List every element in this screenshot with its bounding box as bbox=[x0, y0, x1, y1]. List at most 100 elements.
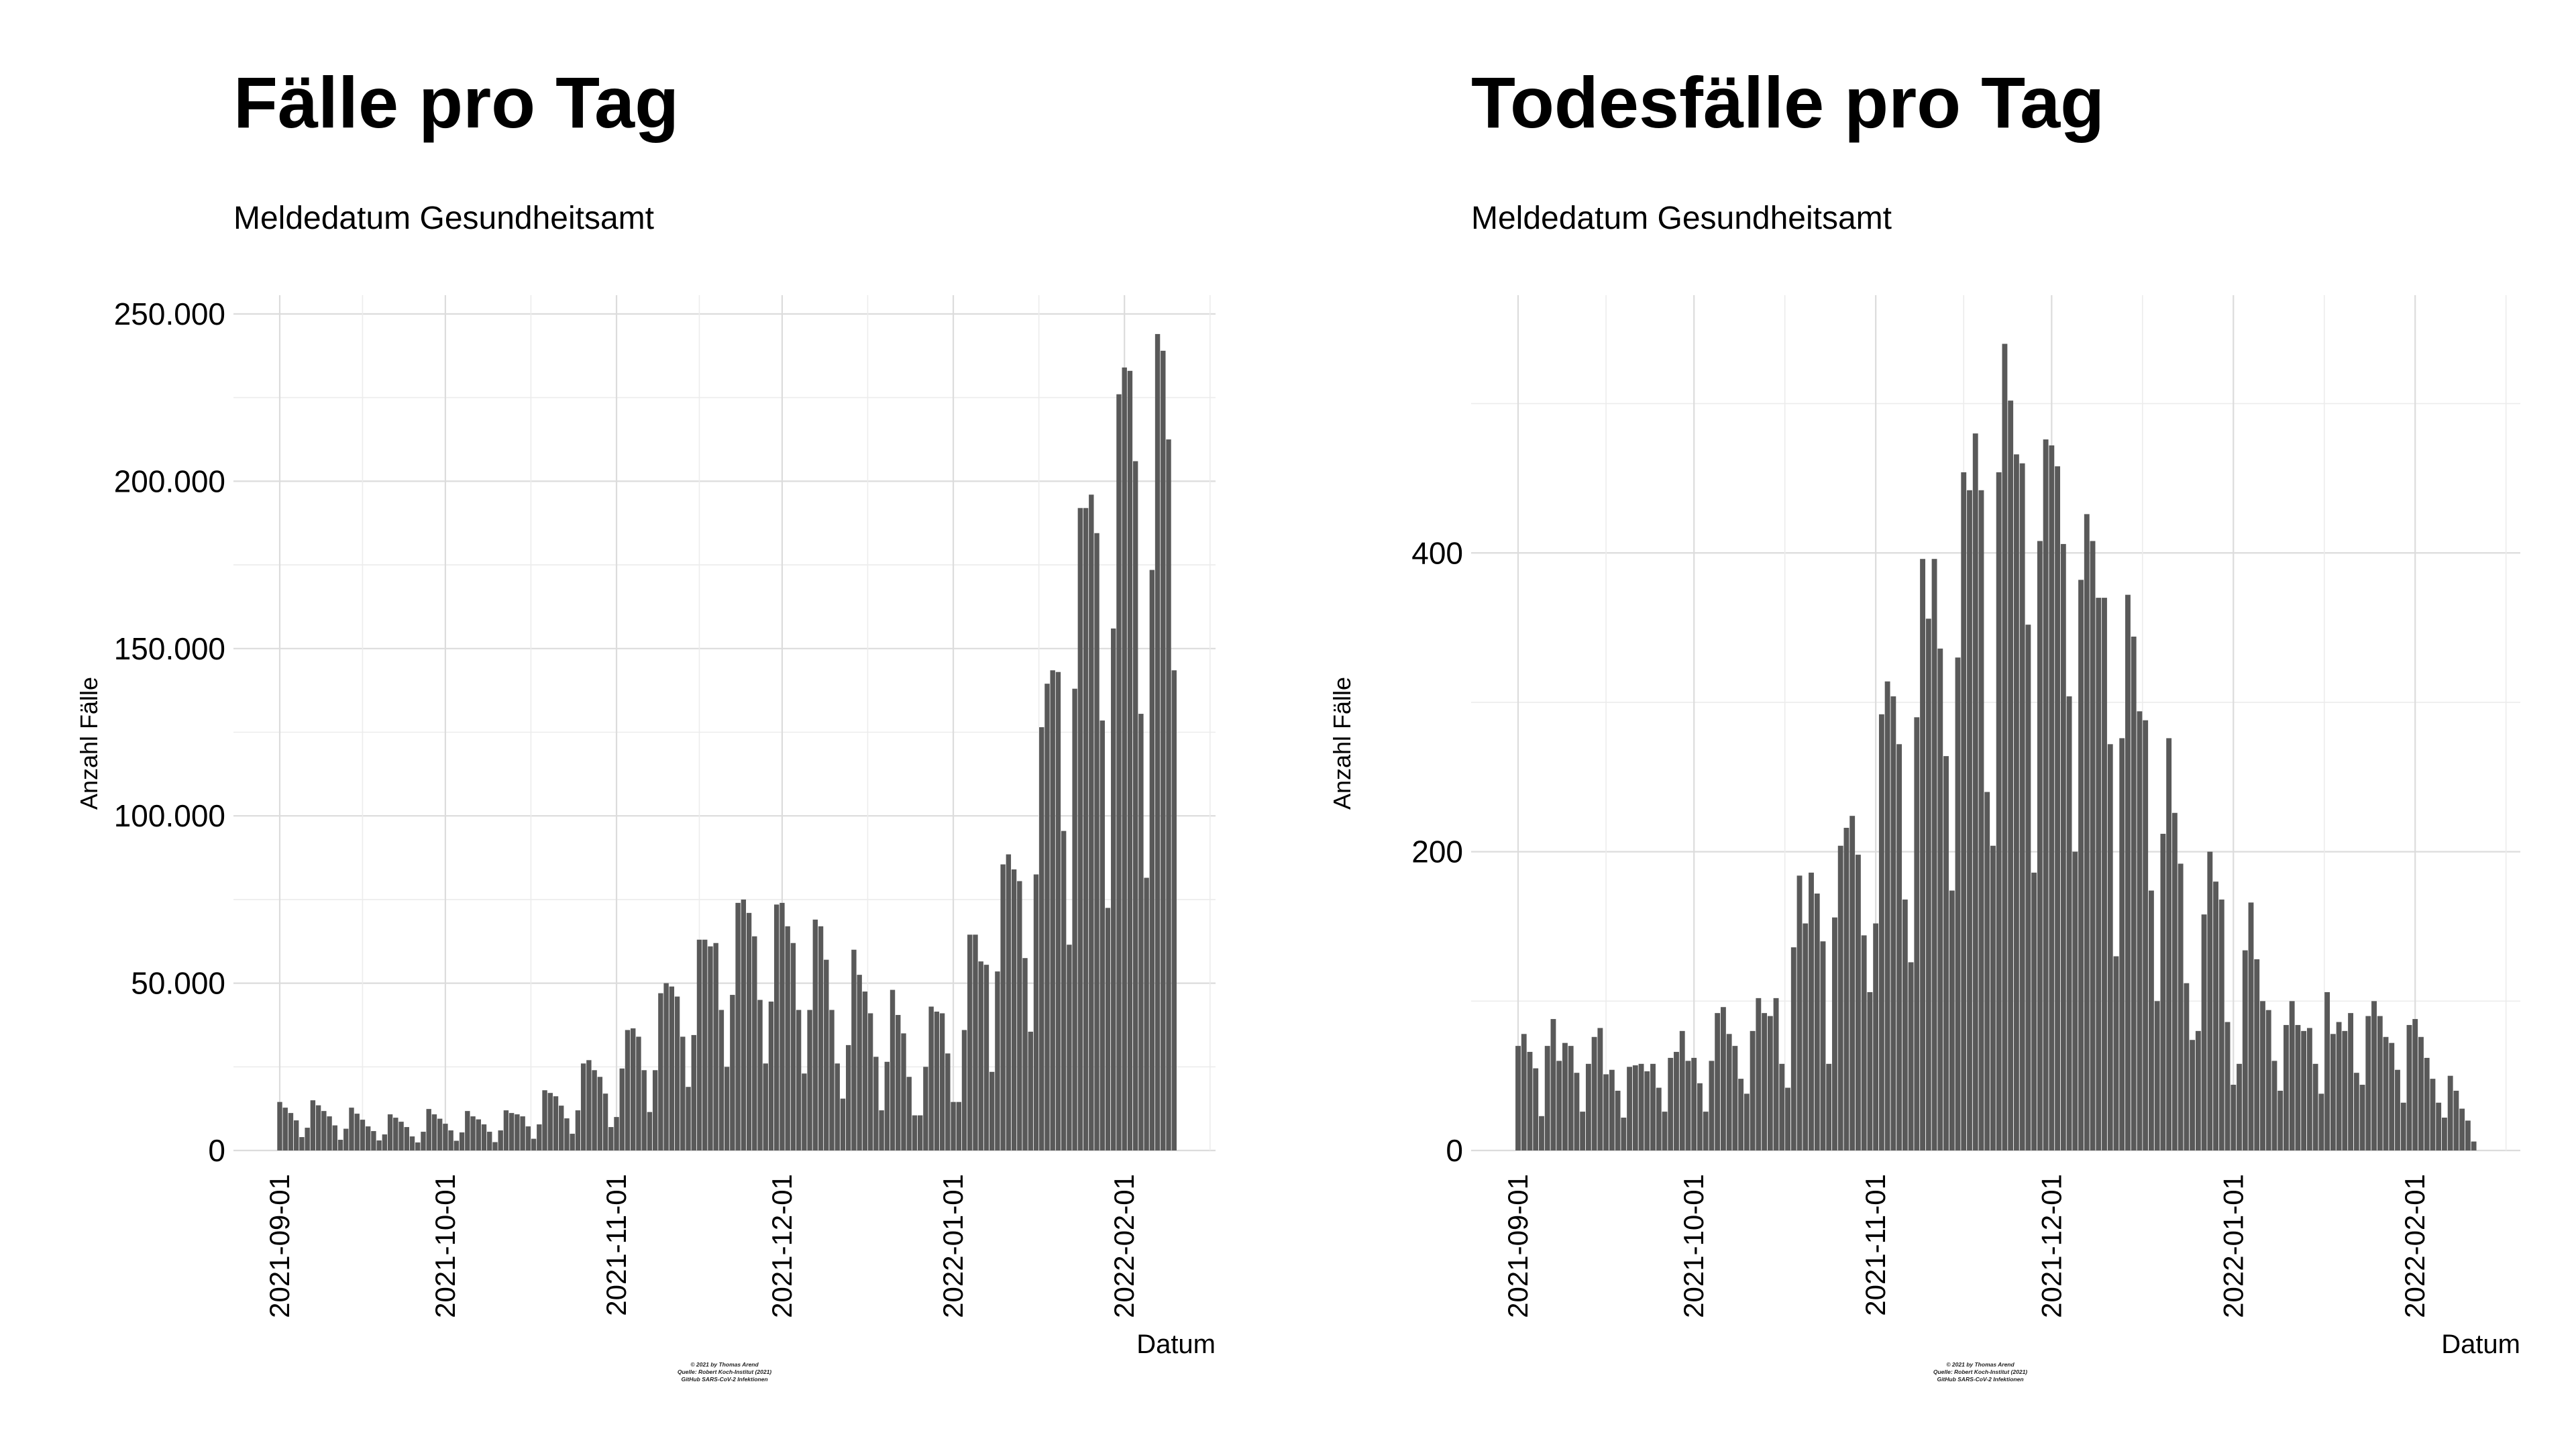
bar bbox=[857, 975, 862, 1150]
bar bbox=[835, 1063, 840, 1150]
bar bbox=[619, 1068, 625, 1150]
bar bbox=[884, 1061, 890, 1150]
bar bbox=[2195, 1030, 2201, 1150]
bar bbox=[978, 961, 983, 1150]
bar bbox=[1703, 1112, 1709, 1150]
bar bbox=[2289, 1001, 2295, 1150]
bar bbox=[2125, 594, 2131, 1150]
bar bbox=[580, 1063, 586, 1150]
bar bbox=[995, 971, 1000, 1150]
bar bbox=[1609, 1069, 1615, 1150]
bar bbox=[2436, 1102, 2442, 1150]
bar bbox=[2342, 1030, 2348, 1150]
bar bbox=[1650, 1063, 1656, 1150]
bar bbox=[2096, 598, 2102, 1150]
bar bbox=[371, 1131, 376, 1150]
bar bbox=[1574, 1073, 1580, 1150]
bar bbox=[713, 943, 718, 1150]
x-tick-label: 2022-02-01 bbox=[1108, 1174, 1140, 1318]
bar bbox=[840, 1098, 846, 1150]
bar bbox=[1896, 744, 1902, 1150]
bar bbox=[896, 1014, 901, 1150]
bar bbox=[2224, 1022, 2231, 1150]
bar bbox=[299, 1137, 305, 1150]
chart-title: Fälle pro Tag bbox=[233, 62, 680, 143]
bar bbox=[1171, 670, 1177, 1150]
bar bbox=[934, 1011, 940, 1150]
bar bbox=[873, 1057, 879, 1150]
bar bbox=[2154, 1001, 2160, 1150]
bar bbox=[973, 934, 978, 1150]
bar bbox=[631, 1028, 636, 1150]
bar bbox=[2254, 959, 2260, 1150]
bar bbox=[2131, 636, 2137, 1150]
bar bbox=[1033, 874, 1039, 1150]
bar bbox=[443, 1124, 448, 1150]
bar bbox=[2037, 541, 2043, 1150]
bar bbox=[2324, 991, 2330, 1150]
cases-chart: 0 50.000 100.000 150.000 200.000 250.000 2021-… bbox=[75, 295, 1216, 1359]
bar bbox=[2377, 1016, 2383, 1150]
bar bbox=[1685, 1061, 1691, 1150]
bar bbox=[1726, 1034, 1732, 1150]
bar bbox=[2143, 720, 2149, 1150]
bar bbox=[807, 1010, 812, 1150]
bar bbox=[2389, 1042, 2395, 1150]
bar bbox=[680, 1036, 686, 1150]
bar bbox=[1072, 688, 1077, 1150]
bar bbox=[2066, 696, 2072, 1150]
bar bbox=[2359, 1085, 2365, 1150]
bar bbox=[1978, 490, 1984, 1150]
bar bbox=[459, 1132, 465, 1150]
bar bbox=[890, 989, 896, 1150]
bar bbox=[1779, 1063, 1785, 1150]
bar bbox=[829, 1010, 835, 1150]
bar bbox=[2412, 1019, 2418, 1150]
bar bbox=[1521, 1034, 1527, 1150]
bar bbox=[2019, 463, 2025, 1150]
bar bbox=[421, 1132, 426, 1150]
bar bbox=[1039, 727, 1044, 1150]
bar bbox=[1656, 1087, 1662, 1150]
bar bbox=[570, 1134, 575, 1150]
bar bbox=[542, 1090, 547, 1150]
bar bbox=[1028, 1031, 1033, 1150]
bar bbox=[1603, 1074, 1609, 1150]
bar bbox=[343, 1128, 349, 1150]
bar bbox=[724, 1067, 730, 1150]
cases-panel: Fälle pro Tag Meldedatum Gesundheitsamt … bbox=[75, 62, 1216, 1383]
bar bbox=[1099, 720, 1105, 1150]
y-tick-label: 150.000 bbox=[114, 631, 225, 666]
bar bbox=[1556, 1061, 1562, 1150]
bar bbox=[696, 939, 702, 1150]
bar bbox=[2025, 625, 2031, 1150]
credit-repo: GitHub SARS-CoV-2 Infektionen bbox=[1937, 1376, 2024, 1383]
bar bbox=[1943, 756, 1949, 1150]
bar bbox=[426, 1109, 431, 1150]
bar bbox=[773, 904, 780, 1150]
bar bbox=[531, 1138, 537, 1150]
bar bbox=[470, 1116, 476, 1150]
bar bbox=[796, 1010, 802, 1150]
bar bbox=[1044, 684, 1050, 1150]
bar bbox=[1083, 508, 1089, 1150]
bar bbox=[525, 1126, 531, 1150]
y-axis-title: Anzahl Fälle bbox=[75, 677, 103, 810]
bar bbox=[1662, 1112, 1668, 1150]
x-tick-label: 2021-11-01 bbox=[600, 1174, 632, 1316]
bar bbox=[448, 1130, 453, 1150]
bar bbox=[818, 926, 824, 1150]
bar bbox=[1996, 472, 2002, 1150]
x-tick-label: 2021-09-01 bbox=[1502, 1174, 1534, 1318]
bar bbox=[2002, 343, 2008, 1151]
bar bbox=[1867, 991, 1873, 1150]
bar bbox=[641, 1070, 647, 1150]
bar bbox=[354, 1114, 360, 1150]
bar bbox=[2166, 738, 2172, 1150]
bar bbox=[2090, 541, 2096, 1150]
bar bbox=[2348, 1013, 2354, 1150]
x-tick-label: 2021-12-01 bbox=[2035, 1174, 2067, 1318]
bar bbox=[647, 1112, 653, 1150]
bar bbox=[989, 1071, 995, 1150]
bar bbox=[1732, 1046, 1738, 1150]
